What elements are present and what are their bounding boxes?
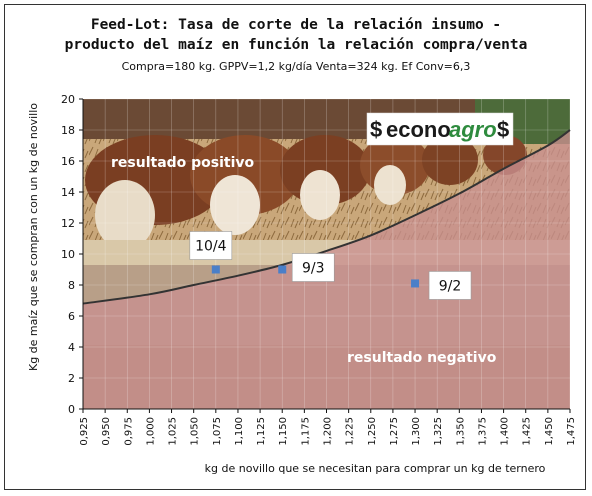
x-tick-label: 1,450 <box>544 417 555 446</box>
y-tick-label: 8 <box>68 279 75 292</box>
x-tick-label: 1,025 <box>168 417 179 446</box>
y-tick-label: 12 <box>61 217 75 230</box>
y-tick-label: 2 <box>68 372 75 385</box>
data-point <box>211 265 220 274</box>
point-label-box <box>291 253 335 282</box>
point-label-box <box>189 231 233 260</box>
x-tick-label: 1,300 <box>411 417 422 446</box>
x-tick-label: 1,150 <box>278 417 289 446</box>
chart-subtitle: Compra=180 kg. GPPV=1,2 kg/día Venta=324… <box>122 60 471 73</box>
logo-brand-part2: agro <box>449 117 497 142</box>
x-tick-label: 0,950 <box>101 417 112 446</box>
x-tick-label: 1,125 <box>256 417 267 446</box>
point-label: 9/2 <box>439 278 462 294</box>
x-tick-label: 1,425 <box>522 417 533 446</box>
logo-dollar-right: $ <box>497 117 509 142</box>
y-tick-label: 6 <box>68 310 75 323</box>
x-tick-label: 1,225 <box>345 417 356 446</box>
data-point <box>278 265 287 274</box>
x-tick-label: 1,175 <box>300 417 311 446</box>
x-tick-label: 1,100 <box>234 417 245 446</box>
x-tick-label: 1,350 <box>455 417 466 446</box>
y-tick-label: 20 <box>61 93 75 106</box>
data-points: 10/4 9/3 9/2 <box>189 231 472 300</box>
negative-region-label: resultado negativo <box>347 350 497 366</box>
point-label: 10/4 <box>195 239 227 255</box>
y-tick-label: 4 <box>68 341 75 354</box>
x-tick-label: 1,375 <box>477 417 488 446</box>
x-tick-label: 1,400 <box>500 417 511 446</box>
x-tick-label: 1,325 <box>433 417 444 446</box>
chart: Feed-Lot: Tasa de corte de la relación i… <box>27 17 577 475</box>
x-tick-label: 0,925 <box>79 417 90 446</box>
positive-region-label: resultado positivo <box>111 155 255 171</box>
y-tick-label: 0 <box>68 403 75 416</box>
econoagro-logo: $ econo agro $ <box>366 112 514 146</box>
y-tick-label: 14 <box>61 186 75 199</box>
x-tick-label: 1,000 <box>145 417 156 446</box>
x-axis-ticks: 0,925 0,950 0,975 1,000 1,025 1,050 1,075 1,100… <box>79 409 577 446</box>
chart-title-line2: producto del maíz en función la relación… <box>65 37 528 53</box>
x-tick-label: 1,050 <box>190 417 201 446</box>
y-axis-label: Kg de maíz que se compran con un kg de n… <box>27 103 40 371</box>
chart-frame: Feed-Lot: Tasa de corte de la relación i… <box>4 4 586 490</box>
point-label: 9/3 <box>302 261 325 277</box>
logo-dollar-left: $ <box>370 117 382 142</box>
x-axis-label: kg de novillo que se necesitan para comp… <box>205 462 546 475</box>
y-tick-label: 18 <box>61 124 75 137</box>
x-tick-label: 1,075 <box>212 417 223 446</box>
x-tick-label: 0,975 <box>123 417 134 446</box>
y-axis-ticks: 0 2 4 6 8 10 12 14 16 18 20 <box>61 93 83 416</box>
point-label-box <box>428 271 472 300</box>
y-tick-label: 10 <box>61 248 75 261</box>
x-tick-label: 1,475 <box>566 417 577 446</box>
x-tick-label: 1,200 <box>323 417 334 446</box>
y-tick-label: 16 <box>61 155 75 168</box>
x-tick-label: 1,275 <box>389 417 400 446</box>
x-tick-label: 1,250 <box>367 417 378 446</box>
logo-brand-part1: econo <box>386 117 451 142</box>
data-point <box>411 279 420 288</box>
chart-title-line1: Feed-Lot: Tasa de corte de la relación i… <box>91 17 501 33</box>
cutoff-curve <box>82 129 571 305</box>
